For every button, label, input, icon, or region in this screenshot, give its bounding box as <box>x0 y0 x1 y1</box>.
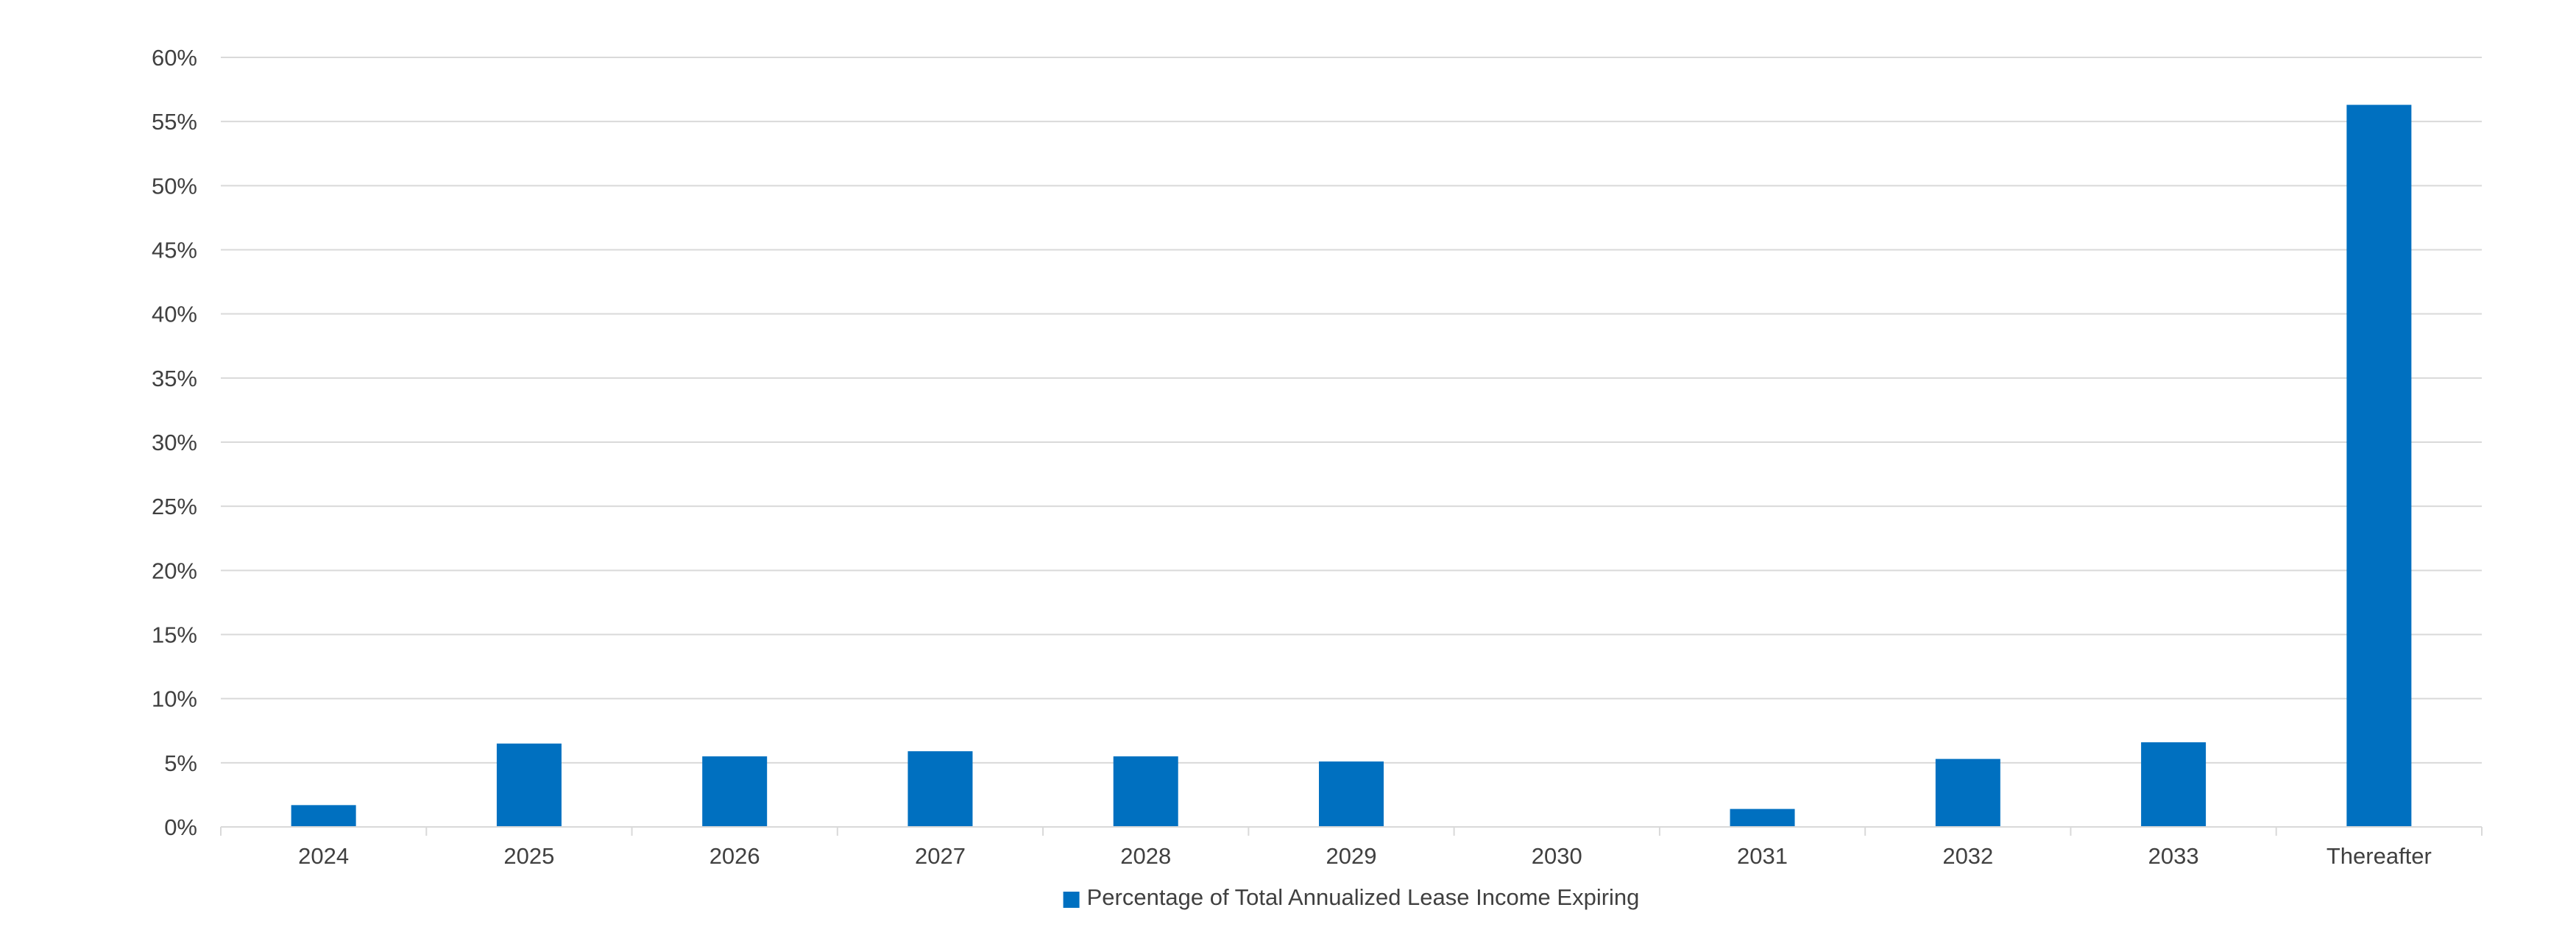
x-tick-label: 2026 <box>710 843 760 869</box>
y-tick-label: 60% <box>152 45 197 71</box>
bar <box>496 743 562 827</box>
y-tick-label: 25% <box>152 494 197 519</box>
y-tick-label: 40% <box>152 302 197 327</box>
x-tick-label: 2027 <box>915 843 966 869</box>
bar <box>907 751 973 827</box>
bars <box>291 104 2412 828</box>
bar <box>291 805 356 827</box>
gridlines <box>221 57 2482 764</box>
y-tick-label: 55% <box>152 109 197 135</box>
legend-swatch <box>1063 892 1080 908</box>
x-tick-label: 2032 <box>1942 843 1993 869</box>
bar <box>702 756 768 827</box>
x-tick-label: 2025 <box>503 843 554 869</box>
legend-label: Percentage of Total Annualized Lease Inc… <box>1087 884 1640 910</box>
y-tick-label: 0% <box>164 814 197 840</box>
y-tick-label: 5% <box>164 750 197 776</box>
x-tick-label: 2024 <box>298 843 349 869</box>
x-tick-label: 2029 <box>1326 843 1377 869</box>
y-tick-label: 10% <box>152 686 197 712</box>
y-tick-label: 20% <box>152 558 197 583</box>
y-tick-label: 30% <box>152 430 197 455</box>
x-tick-label: 2030 <box>1532 843 1582 869</box>
bar <box>2346 104 2412 828</box>
x-tick-label: 2033 <box>2148 843 2199 869</box>
x-tick-label: Thereafter <box>2326 843 2432 869</box>
y-tick-label: 50% <box>152 173 197 199</box>
bar <box>1113 756 1178 827</box>
y-axis-tick-labels: 0% 5% 10% 15% 20% 25% 30% 35% 40% 45% 50% 55% 60% <box>152 45 197 840</box>
bar <box>2141 742 2207 827</box>
y-tick-label: 45% <box>152 238 197 263</box>
bar <box>1319 761 1384 827</box>
x-axis <box>220 826 2483 836</box>
bar <box>1935 758 2000 827</box>
y-tick-label: 35% <box>152 366 197 391</box>
x-tick-label: 2028 <box>1120 843 1171 869</box>
y-tick-label: 15% <box>152 622 197 648</box>
x-tick-label: 2031 <box>1737 843 1788 869</box>
x-axis-tick-labels: 2024 2025 2026 2027 2028 2029 2030 2031 2032 2033… <box>298 843 2432 869</box>
bar <box>1730 809 1795 827</box>
legend: Percentage of Total Annualized Lease Inc… <box>1063 884 1640 910</box>
